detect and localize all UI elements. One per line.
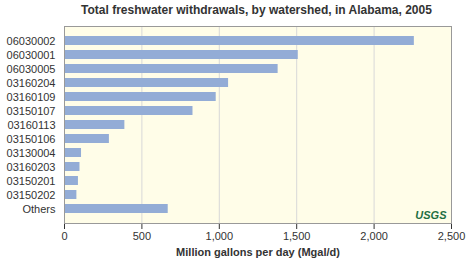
svg-text:Others: Others: [22, 203, 56, 215]
svg-text:Million gallons per day (Mgal/: Million gallons per day (Mgal/d): [176, 246, 340, 258]
svg-text:06030002: 06030002: [7, 35, 56, 47]
svg-text:0: 0: [61, 230, 67, 242]
svg-text:06030005: 06030005: [7, 63, 56, 75]
svg-text:03150202: 03150202: [7, 189, 56, 201]
svg-text:03160113: 03160113: [7, 119, 55, 131]
svg-text:2,000: 2,000: [360, 230, 388, 242]
svg-text:03150106: 03150106: [7, 133, 56, 145]
svg-text:06030001: 06030001: [7, 49, 56, 61]
svg-text:03160203: 03160203: [7, 161, 56, 173]
svg-text:03150201: 03150201: [7, 175, 56, 187]
html-text:Total freshwater withdrawals,: Total freshwater withdrawals, by watersh…: [81, 3, 432, 17]
svg-text:03130004: 03130004: [7, 147, 56, 159]
svg-text:USGS: USGS: [415, 209, 447, 221]
svg-text:03150107: 03150107: [7, 105, 56, 117]
svg-text:1,500: 1,500: [283, 230, 311, 242]
svg-text:03160109: 03160109: [7, 91, 56, 103]
svg-text:03160204: 03160204: [7, 77, 56, 89]
svg-text:1,000: 1,000: [206, 230, 234, 242]
svg-text:2,500: 2,500: [438, 230, 466, 242]
svg-text:500: 500: [133, 230, 151, 242]
